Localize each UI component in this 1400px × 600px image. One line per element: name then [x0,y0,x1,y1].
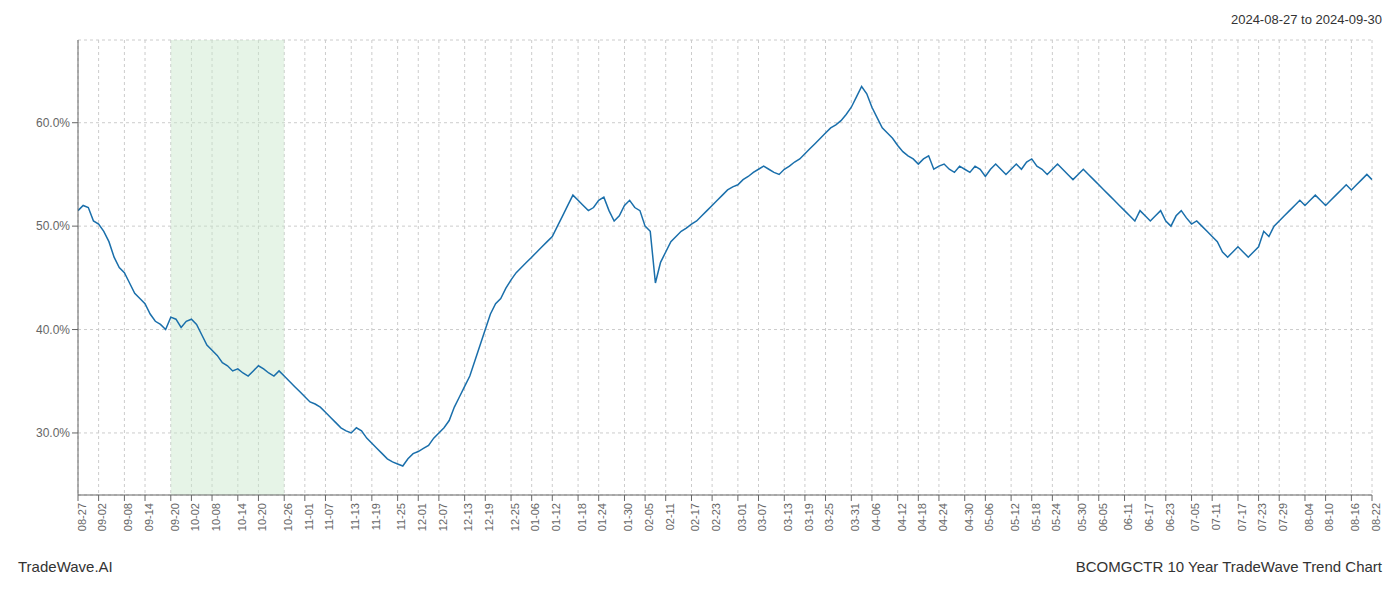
svg-text:01-18: 01-18 [576,503,588,531]
svg-text:08-04: 08-04 [1303,503,1315,531]
svg-text:06-11: 06-11 [1122,503,1134,530]
svg-text:02-23: 02-23 [710,503,722,531]
svg-text:03-07: 03-07 [756,503,768,531]
svg-text:03-01: 03-01 [736,503,748,531]
svg-text:08-10: 08-10 [1323,503,1335,531]
svg-text:05-18: 05-18 [1030,503,1042,531]
svg-text:05-12: 05-12 [1009,503,1021,531]
svg-text:50.0%: 50.0% [36,219,70,233]
svg-text:02-11: 02-11 [664,503,676,530]
svg-text:04-12: 04-12 [896,503,908,531]
html-text:2024-08-27 to 2024-09-30: 2024-08-27 to 2024-09-30 [1230,12,1382,27]
svg-text:04-24: 04-24 [937,503,949,531]
svg-text:12-25: 12-25 [509,503,521,531]
svg-text:07-29: 07-29 [1277,503,1289,531]
svg-text:04-18: 04-18 [916,503,928,531]
html-text:TradeWave.AI: TradeWave.AI [18,558,113,575]
svg-text:40.0%: 40.0% [36,323,70,337]
svg-text:07-11: 07-11 [1210,503,1222,530]
svg-text:06-23: 06-23 [1164,503,1176,531]
svg-text:07-05: 07-05 [1189,503,1201,531]
svg-text:09-14: 09-14 [143,503,155,531]
svg-text:12-07: 12-07 [437,503,449,531]
svg-text:04-06: 04-06 [870,503,882,531]
svg-text:60.0%: 60.0% [36,116,70,130]
svg-text:01-24: 01-24 [597,503,609,531]
svg-text:01-06: 01-06 [529,503,541,531]
svg-text:07-17: 07-17 [1236,503,1248,531]
svg-text:30.0%: 30.0% [36,426,70,440]
svg-text:09-20: 09-20 [169,503,181,531]
svg-text:10-08: 10-08 [210,503,222,531]
svg-text:05-06: 05-06 [983,503,995,531]
svg-text:12-13: 12-13 [462,503,474,531]
svg-text:10-26: 10-26 [282,503,294,531]
svg-text:01-30: 01-30 [622,503,634,531]
svg-text:06-05: 06-05 [1097,503,1109,531]
svg-text:11-19: 11-19 [370,503,382,530]
svg-text:12-01: 12-01 [416,503,428,531]
svg-text:05-24: 05-24 [1050,503,1062,531]
svg-text:11-07: 11-07 [323,503,335,530]
svg-text:03-31: 03-31 [849,503,861,531]
svg-text:03-25: 03-25 [823,503,835,531]
svg-text:12-19: 12-19 [483,503,495,531]
svg-text:10-02: 10-02 [189,503,201,531]
svg-text:10-14: 10-14 [236,503,248,531]
svg-text:08-27: 08-27 [76,503,88,531]
svg-text:04-30: 04-30 [963,503,975,531]
svg-text:03-19: 03-19 [803,503,815,531]
svg-text:10-20: 10-20 [256,503,268,531]
svg-text:11-25: 11-25 [395,503,407,530]
svg-text:09-02: 09-02 [96,503,108,531]
svg-text:02-05: 02-05 [643,503,655,531]
svg-text:11-01: 11-01 [303,503,315,530]
svg-text:02-17: 02-17 [689,503,701,531]
svg-text:06-17: 06-17 [1143,503,1155,531]
svg-text:11-13: 11-13 [349,503,361,530]
svg-text:08-16: 08-16 [1349,503,1361,531]
svg-text:09-08: 09-08 [122,503,134,531]
svg-text:01-12: 01-12 [550,503,562,531]
svg-text:05-30: 05-30 [1076,503,1088,531]
html-text:BCOMGCTR 10 Year TradeWave Tre: BCOMGCTR 10 Year TradeWave Trend Chart [1075,558,1382,575]
svg-text:08-22: 08-22 [1370,503,1382,531]
svg-text:03-13: 03-13 [782,503,794,531]
svg-text:07-23: 07-23 [1256,503,1268,531]
